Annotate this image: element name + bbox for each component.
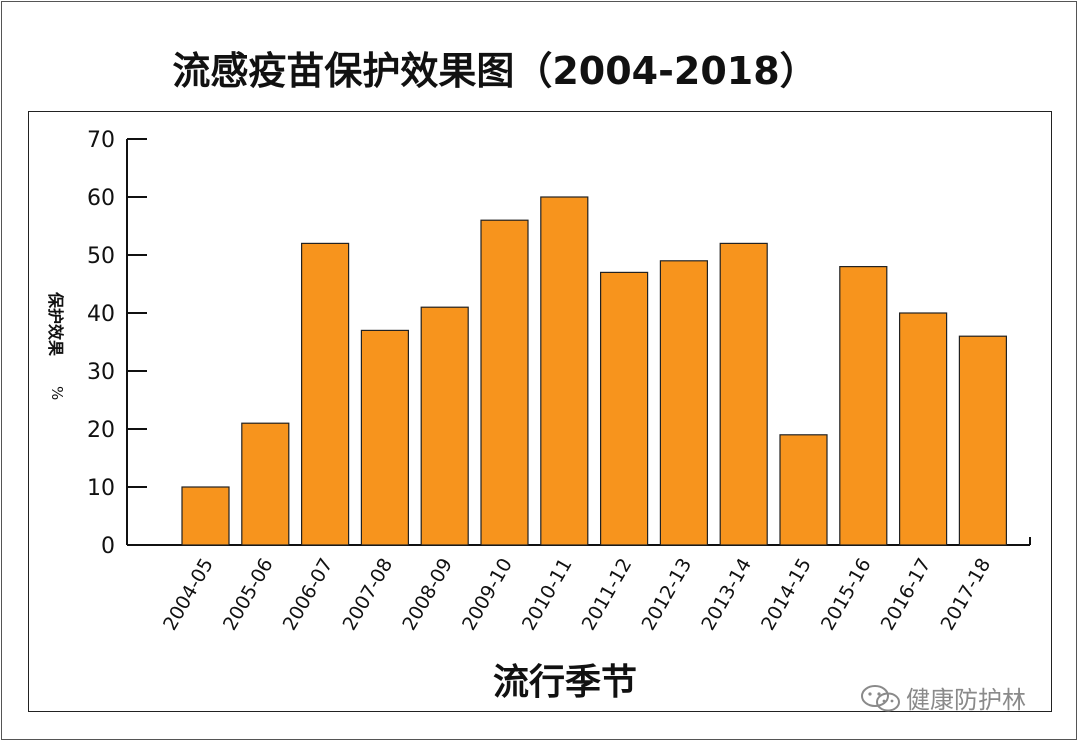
bar-2012-13 — [659, 260, 709, 546]
x-tick-label: 2014-15 — [757, 555, 816, 635]
bar-2017-18 — [958, 335, 1008, 546]
x-tick-label: 2015-16 — [817, 555, 876, 635]
watermark-text: 健康防护林 — [906, 686, 1026, 714]
x-tick-label: 2005-06 — [219, 555, 278, 635]
y-tick-label: 30 — [87, 360, 115, 385]
bar-2008-09 — [420, 306, 469, 546]
y-tick-label: 10 — [87, 476, 115, 501]
bar-2015-16 — [839, 266, 888, 546]
x-tick-label: 2012-13 — [637, 555, 696, 635]
bar-2011-12 — [599, 271, 649, 546]
x-tick-label: 2009-10 — [458, 555, 517, 635]
x-tick-label: 2008-09 — [398, 555, 457, 635]
x-tick-label: 2017-18 — [936, 555, 995, 635]
bar-2014-15 — [779, 434, 828, 546]
chart-title: 流感疫苗保护效果图（2004-2018） — [172, 49, 818, 93]
x-tick-label: 2010-11 — [518, 555, 577, 635]
bar-2005-06 — [241, 422, 290, 546]
wechat-icon — [860, 683, 902, 719]
bar-2006-07 — [301, 242, 350, 546]
x-tick-label: 2016-17 — [877, 555, 936, 635]
plot-area-border — [28, 111, 1052, 712]
bar-2007-08 — [360, 329, 409, 546]
bar-2013-14 — [719, 242, 768, 546]
y-tick-label: 70 — [87, 128, 115, 153]
y-tick-label: 60 — [87, 186, 115, 211]
x-tick-label: 2006-07 — [279, 555, 338, 635]
y-tick-label: 20 — [87, 418, 115, 443]
watermark: 健康防护林 — [860, 680, 1026, 719]
x-tick-label: 2004-05 — [159, 555, 218, 635]
y-axis-label: 保护效果 — [46, 291, 65, 356]
bar-2010-11 — [540, 196, 589, 546]
x-tick-label: 2011-12 — [578, 555, 637, 635]
x-tick-label: 2013-14 — [697, 555, 756, 635]
y-axis-unit: % — [48, 386, 66, 400]
bar-2016-17 — [898, 312, 948, 546]
bar-2004-05 — [181, 486, 230, 546]
bars — [181, 196, 1008, 546]
y-axis-label-group: 保护效果 % — [46, 291, 66, 400]
bar-2009-10 — [480, 219, 529, 546]
y-tick-label: 0 — [101, 534, 115, 559]
x-axis-label: 流行季节 — [493, 662, 637, 703]
x-tick-label: 2007-08 — [338, 555, 397, 635]
y-tick-label: 40 — [87, 302, 115, 327]
y-tick-label: 50 — [87, 244, 115, 269]
